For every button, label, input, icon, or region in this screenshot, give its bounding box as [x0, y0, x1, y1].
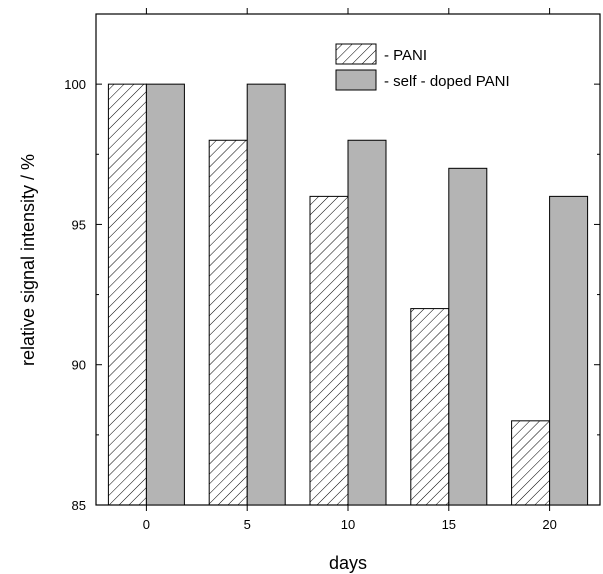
x-tick-label-15: 15: [442, 517, 456, 532]
x-tick-label-0: 0: [143, 517, 150, 532]
x-tick-label-5: 5: [244, 517, 251, 532]
bars-group: [107, 83, 589, 506]
bar-self-doped-pani-5: [246, 83, 286, 506]
x-tick-label-10: 10: [341, 517, 355, 532]
bar-self-doped-pani-20: [549, 195, 589, 506]
legend-label-self-doped-pani: - self - doped PANI: [384, 73, 510, 90]
y-tick-label-95: 95: [72, 217, 86, 232]
bar-pani-20: [511, 420, 551, 506]
legend-swatch-self-doped-pani: [335, 69, 377, 91]
x-tick-label-20: 20: [542, 517, 556, 532]
y-tick-label-85: 85: [72, 498, 86, 513]
bar-self-doped-pani-15: [448, 167, 488, 506]
bar-pani-10: [309, 195, 349, 506]
y-axis-title: relative signal intensity / %: [18, 154, 38, 366]
y-tick-label-90: 90: [72, 358, 86, 373]
bar-pani-0: [107, 83, 147, 506]
x-axis: 0 5 10 15 20: [143, 8, 557, 532]
bar-self-doped-pani-10: [347, 139, 387, 506]
legend-label-pani: - PANI: [384, 47, 427, 64]
y-axis: 85 90 95 100: [64, 77, 600, 513]
x-axis-title: days: [329, 553, 367, 573]
bar-pani-15: [410, 308, 450, 506]
legend-swatch-pani: [335, 43, 377, 65]
bar-self-doped-pani-0: [145, 83, 185, 506]
legend: - PANI - self - doped PANI: [335, 43, 510, 91]
bar-pani-5: [208, 139, 248, 506]
y-tick-label-100: 100: [64, 77, 86, 92]
